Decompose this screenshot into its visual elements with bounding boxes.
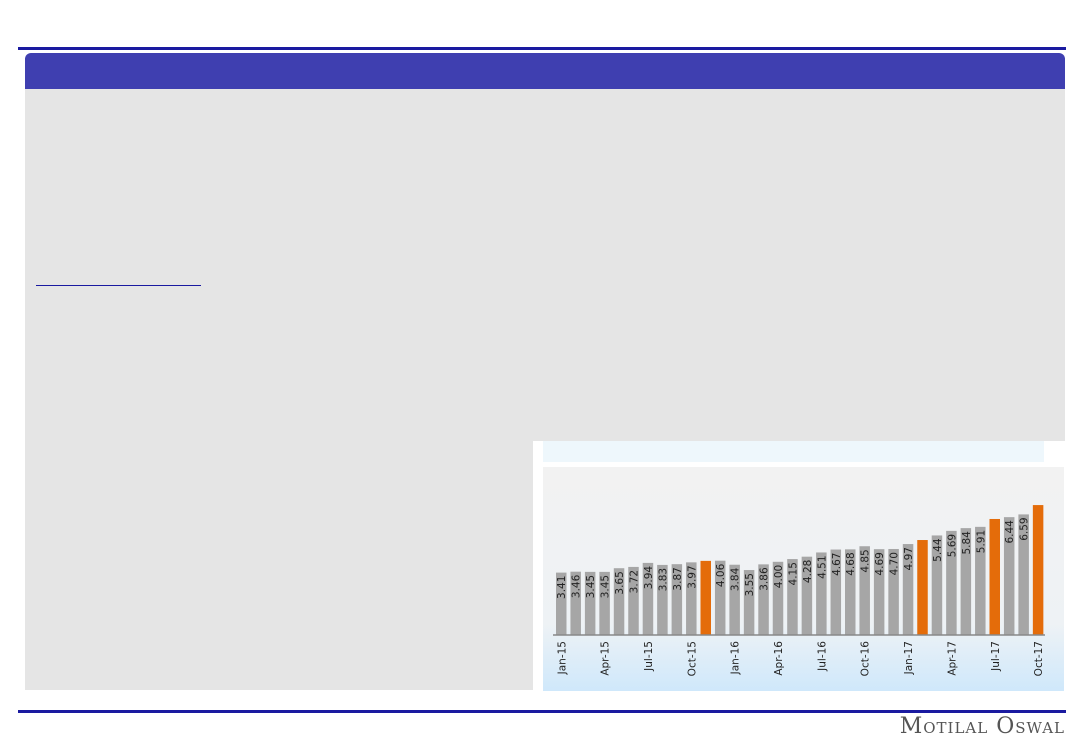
data-label: 3.72: [629, 570, 641, 593]
bar-Nov-16: [873, 549, 885, 635]
bar-Sep-15: [671, 564, 683, 635]
data-label: 4.69: [874, 552, 886, 575]
hyperlink-underline[interactable]: [36, 285, 201, 286]
bar-Jan-17: [902, 544, 914, 635]
data-label: 5.91: [975, 530, 987, 553]
bar-Jan-16: [729, 564, 740, 635]
bar-Mar-16: [758, 564, 769, 635]
chart-title-bar: [543, 441, 1044, 462]
logo: Motilal Oswal: [899, 714, 1065, 739]
x-tick-label: Jul-17: [990, 641, 1002, 672]
data-label: 3.55: [744, 573, 756, 596]
x-tick-label: Jan-17: [903, 641, 915, 675]
x-tick-label: Apr-17: [946, 641, 958, 676]
data-label: 4.67: [831, 553, 843, 576]
bar-Apr-16: [772, 561, 784, 635]
data-label: 6.59: [1019, 517, 1031, 540]
bar-Jul-16: [816, 552, 827, 635]
data-label: 5.84: [961, 531, 973, 555]
x-tick-label: Jan-15: [556, 641, 568, 675]
x-tick-label: Apr-16: [773, 641, 785, 676]
data-label: 4.15: [787, 562, 799, 585]
data-label: 3.45: [585, 575, 597, 598]
x-tick-label: Oct-16: [860, 641, 872, 677]
x-tick-label: Jul-15: [643, 641, 655, 672]
data-label: 3.45: [600, 575, 612, 598]
bar-Jun-17: [975, 526, 986, 635]
x-tick-label: Apr-15: [600, 641, 612, 676]
data-label: 3.41: [556, 576, 568, 599]
bar-May-15: [613, 568, 625, 635]
bar-Mar-15: [584, 571, 596, 635]
data-label: 4.06: [715, 563, 727, 587]
data-label: 4.68: [845, 552, 857, 575]
bar-Jan-15: [556, 572, 567, 635]
data-label: 4.85: [860, 549, 872, 572]
bar-Aug-17: [1003, 517, 1015, 635]
x-tick-label: Oct-17: [1033, 641, 1045, 676]
header-band: [25, 53, 1065, 89]
data-label: 3.87: [672, 567, 684, 590]
x-tick-label: Oct-15: [686, 641, 698, 676]
content-panel: [25, 89, 1065, 441]
x-tick-label: Jan-16: [730, 641, 742, 676]
left-panel: [25, 441, 533, 690]
bar-Feb-17: [917, 540, 928, 635]
bar-May-17: [960, 528, 972, 635]
bar-Oct-15: [686, 562, 697, 635]
bar-Mar-17: [931, 535, 943, 635]
data-label: 4.28: [802, 560, 814, 583]
bar-Oct-17: [1032, 505, 1044, 635]
bar-Feb-15: [570, 571, 581, 635]
data-label: 3.97: [686, 565, 698, 588]
data-label: 4.97: [903, 547, 915, 570]
bar-Apr-15: [599, 571, 610, 635]
data-label: 3.84: [730, 567, 742, 591]
data-label: 4.51: [816, 555, 828, 578]
bar-Feb-16: [743, 570, 755, 635]
data-label: 5.69: [946, 534, 958, 557]
bar-Nov-15: [700, 560, 711, 635]
bar-Jun-15: [628, 566, 639, 635]
bar-Aug-15: [657, 564, 668, 635]
data-label: 3.65: [614, 571, 626, 594]
data-label: 3.46: [571, 574, 583, 598]
bar-Dec-15: [714, 560, 726, 635]
x-tick-label: Jul-16: [816, 641, 828, 672]
top-rule: [18, 47, 1066, 50]
data-label: 5.44: [932, 538, 944, 562]
data-label: 3.83: [657, 568, 669, 591]
bottom-rule: [18, 710, 1066, 713]
bar-Sep-16: [845, 549, 856, 635]
bar-Jun-16: [801, 556, 813, 635]
data-label: 4.00: [773, 565, 785, 588]
bar-Sep-17: [1018, 514, 1029, 635]
bar-May-16: [787, 559, 798, 635]
bar-Jul-15: [642, 562, 654, 635]
data-label: 3.86: [759, 567, 771, 591]
data-label: 4.70: [889, 552, 901, 575]
data-label: 3.94: [643, 566, 655, 590]
bar-Oct-16: [859, 546, 870, 635]
bar-Dec-16: [888, 548, 899, 635]
bar-Apr-17: [946, 530, 957, 635]
bar-Jul-17: [989, 518, 1000, 635]
data-label: 6.44: [1004, 520, 1016, 544]
bar-Aug-16: [830, 549, 842, 635]
